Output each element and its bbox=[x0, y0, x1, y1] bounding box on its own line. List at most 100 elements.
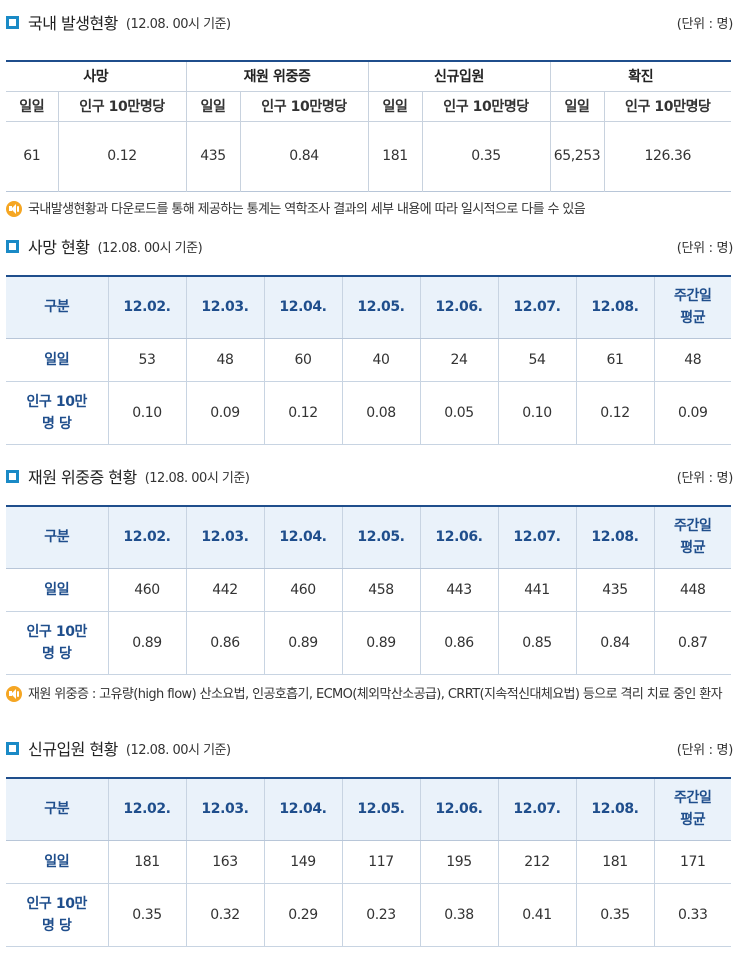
header-date: 12.06. bbox=[419, 778, 498, 841]
cell: 0.33 bbox=[653, 883, 731, 947]
subheader-per-100k: 인구 10만명당 bbox=[239, 91, 368, 122]
note-text: 국내발생현황과 다운로드를 통해 제공하는 통계는 역학조사 결과의 세부 내용… bbox=[28, 202, 586, 217]
header-date: 12.05. bbox=[341, 506, 420, 569]
header-date: 12.06. bbox=[419, 506, 498, 569]
header-date: 12.06. bbox=[419, 276, 498, 339]
section-subtitle: (12.08. 00시 기준) bbox=[144, 470, 250, 486]
cell: 0.09 bbox=[185, 381, 264, 445]
value-deaths-per: 0.12 bbox=[57, 121, 186, 191]
cell: 48 bbox=[653, 338, 731, 382]
cell: 48 bbox=[185, 338, 264, 382]
header-date: 12.05. bbox=[341, 778, 420, 841]
row-label-daily: 일일 bbox=[6, 840, 108, 884]
subheader-per-100k: 인구 10만명당 bbox=[57, 91, 186, 122]
header-gubun: 구분 bbox=[6, 778, 108, 841]
header-date: 12.02. bbox=[107, 506, 186, 569]
value-confirmed-per: 126.36 bbox=[603, 121, 732, 191]
section-title: 재원 위중증 현황 bbox=[28, 468, 137, 487]
header-date: 12.03. bbox=[185, 276, 264, 339]
cell: 460 bbox=[263, 568, 342, 612]
cell: 458 bbox=[341, 568, 420, 612]
group-header-deaths: 사망 bbox=[6, 61, 186, 92]
header-date: 12.07. bbox=[497, 506, 576, 569]
unit-label: (단위 : 명) bbox=[676, 470, 734, 486]
square-bullet-icon bbox=[6, 15, 19, 29]
group-header-admission: 신규입원 bbox=[367, 61, 551, 92]
header-date: 12.04. bbox=[263, 778, 342, 841]
cell: 0.85 bbox=[497, 611, 576, 675]
subheader-daily: 일일 bbox=[549, 91, 605, 122]
cell: 448 bbox=[653, 568, 731, 612]
cell: 24 bbox=[419, 338, 498, 382]
cell: 0.10 bbox=[497, 381, 576, 445]
cell: 0.84 bbox=[575, 611, 654, 675]
row-label-per-100k: 인구 10만 명 당 bbox=[6, 381, 108, 445]
header-gubun: 구분 bbox=[6, 276, 108, 339]
header-date: 12.04. bbox=[263, 506, 342, 569]
value-critical-per: 0.84 bbox=[239, 121, 368, 191]
cell: 53 bbox=[107, 338, 186, 382]
row-label-per-100k: 인구 10만 명 당 bbox=[6, 611, 108, 675]
value-admission-per: 0.35 bbox=[421, 121, 551, 191]
header-date: 12.08. bbox=[575, 778, 654, 841]
note-text: 재원 위중증 : 고유량(high flow) 산소요법, 인공호흡기, ECM… bbox=[28, 687, 723, 702]
cell: 181 bbox=[575, 840, 654, 884]
cell: 0.12 bbox=[575, 381, 654, 445]
header-date: 12.02. bbox=[107, 276, 186, 339]
header-date: 12.04. bbox=[263, 276, 342, 339]
header-date: 12.08. bbox=[575, 506, 654, 569]
header-date: 12.02. bbox=[107, 778, 186, 841]
section-title: 사망 현황 bbox=[28, 238, 90, 257]
summary-note: 국내발생현황과 다운로드를 통해 제공하는 통계는 역학조사 결과의 세부 내용… bbox=[6, 201, 733, 218]
section-subtitle: (12.08. 00시 기준) bbox=[125, 742, 231, 758]
row-label-daily: 일일 bbox=[6, 568, 108, 612]
speaker-icon bbox=[6, 201, 22, 217]
group-header-critical: 재원 위중증 bbox=[185, 61, 368, 92]
subheader-daily: 일일 bbox=[6, 91, 58, 122]
section-subtitle: (12.08. 00시 기준) bbox=[97, 240, 203, 256]
cell: 61 bbox=[575, 338, 654, 382]
square-bullet-icon bbox=[6, 239, 19, 253]
subheader-per-100k: 인구 10만명당 bbox=[603, 91, 732, 122]
cell: 442 bbox=[185, 568, 264, 612]
cell: 0.89 bbox=[107, 611, 186, 675]
cell: 0.05 bbox=[419, 381, 498, 445]
header-date: 12.05. bbox=[341, 276, 420, 339]
cell: 117 bbox=[341, 840, 420, 884]
summary-table: 사망 재원 위중증 신규입원 확진 일일 인구 10만명당 일일 인구 10만명… bbox=[6, 60, 732, 192]
header-gubun: 구분 bbox=[6, 506, 108, 569]
square-bullet-icon bbox=[6, 741, 19, 755]
cell: 460 bbox=[107, 568, 186, 612]
cell: 181 bbox=[107, 840, 186, 884]
cell: 0.23 bbox=[341, 883, 420, 947]
cell: 54 bbox=[497, 338, 576, 382]
cell: 0.86 bbox=[185, 611, 264, 675]
cell: 441 bbox=[497, 568, 576, 612]
cell: 171 bbox=[653, 840, 731, 884]
deaths-table: 구분 12.02. 12.03. 12.04. 12.05. 12.06. 12… bbox=[6, 275, 731, 445]
subheader-daily: 일일 bbox=[367, 91, 422, 122]
cell: 435 bbox=[575, 568, 654, 612]
header-date: 12.03. bbox=[185, 506, 264, 569]
header-weekly-avg: 주간일 평균 bbox=[653, 506, 731, 569]
subheader-daily: 일일 bbox=[185, 91, 240, 122]
cell: 0.89 bbox=[263, 611, 342, 675]
value-critical-daily: 435 bbox=[185, 121, 240, 191]
cell: 163 bbox=[185, 840, 264, 884]
section-header-deaths: 사망 현황 (12.08. 00시 기준) (단위 : 명) bbox=[6, 235, 733, 257]
cell: 0.10 bbox=[107, 381, 186, 445]
cell: 60 bbox=[263, 338, 342, 382]
section-subtitle: (12.08. 00시 기준) bbox=[125, 16, 231, 32]
cell: 40 bbox=[341, 338, 420, 382]
cell: 149 bbox=[263, 840, 342, 884]
header-weekly-avg: 주간일 평균 bbox=[653, 276, 731, 339]
value-admission-daily: 181 bbox=[367, 121, 422, 191]
cell: 0.41 bbox=[497, 883, 576, 947]
row-label-per-100k: 인구 10만 명 당 bbox=[6, 883, 108, 947]
cell: 0.32 bbox=[185, 883, 264, 947]
header-weekly-avg: 주간일 평균 bbox=[653, 778, 731, 841]
subheader-per-100k: 인구 10만명당 bbox=[421, 91, 551, 122]
header-date: 12.08. bbox=[575, 276, 654, 339]
row-label-daily: 일일 bbox=[6, 338, 108, 382]
speaker-icon bbox=[6, 686, 22, 702]
